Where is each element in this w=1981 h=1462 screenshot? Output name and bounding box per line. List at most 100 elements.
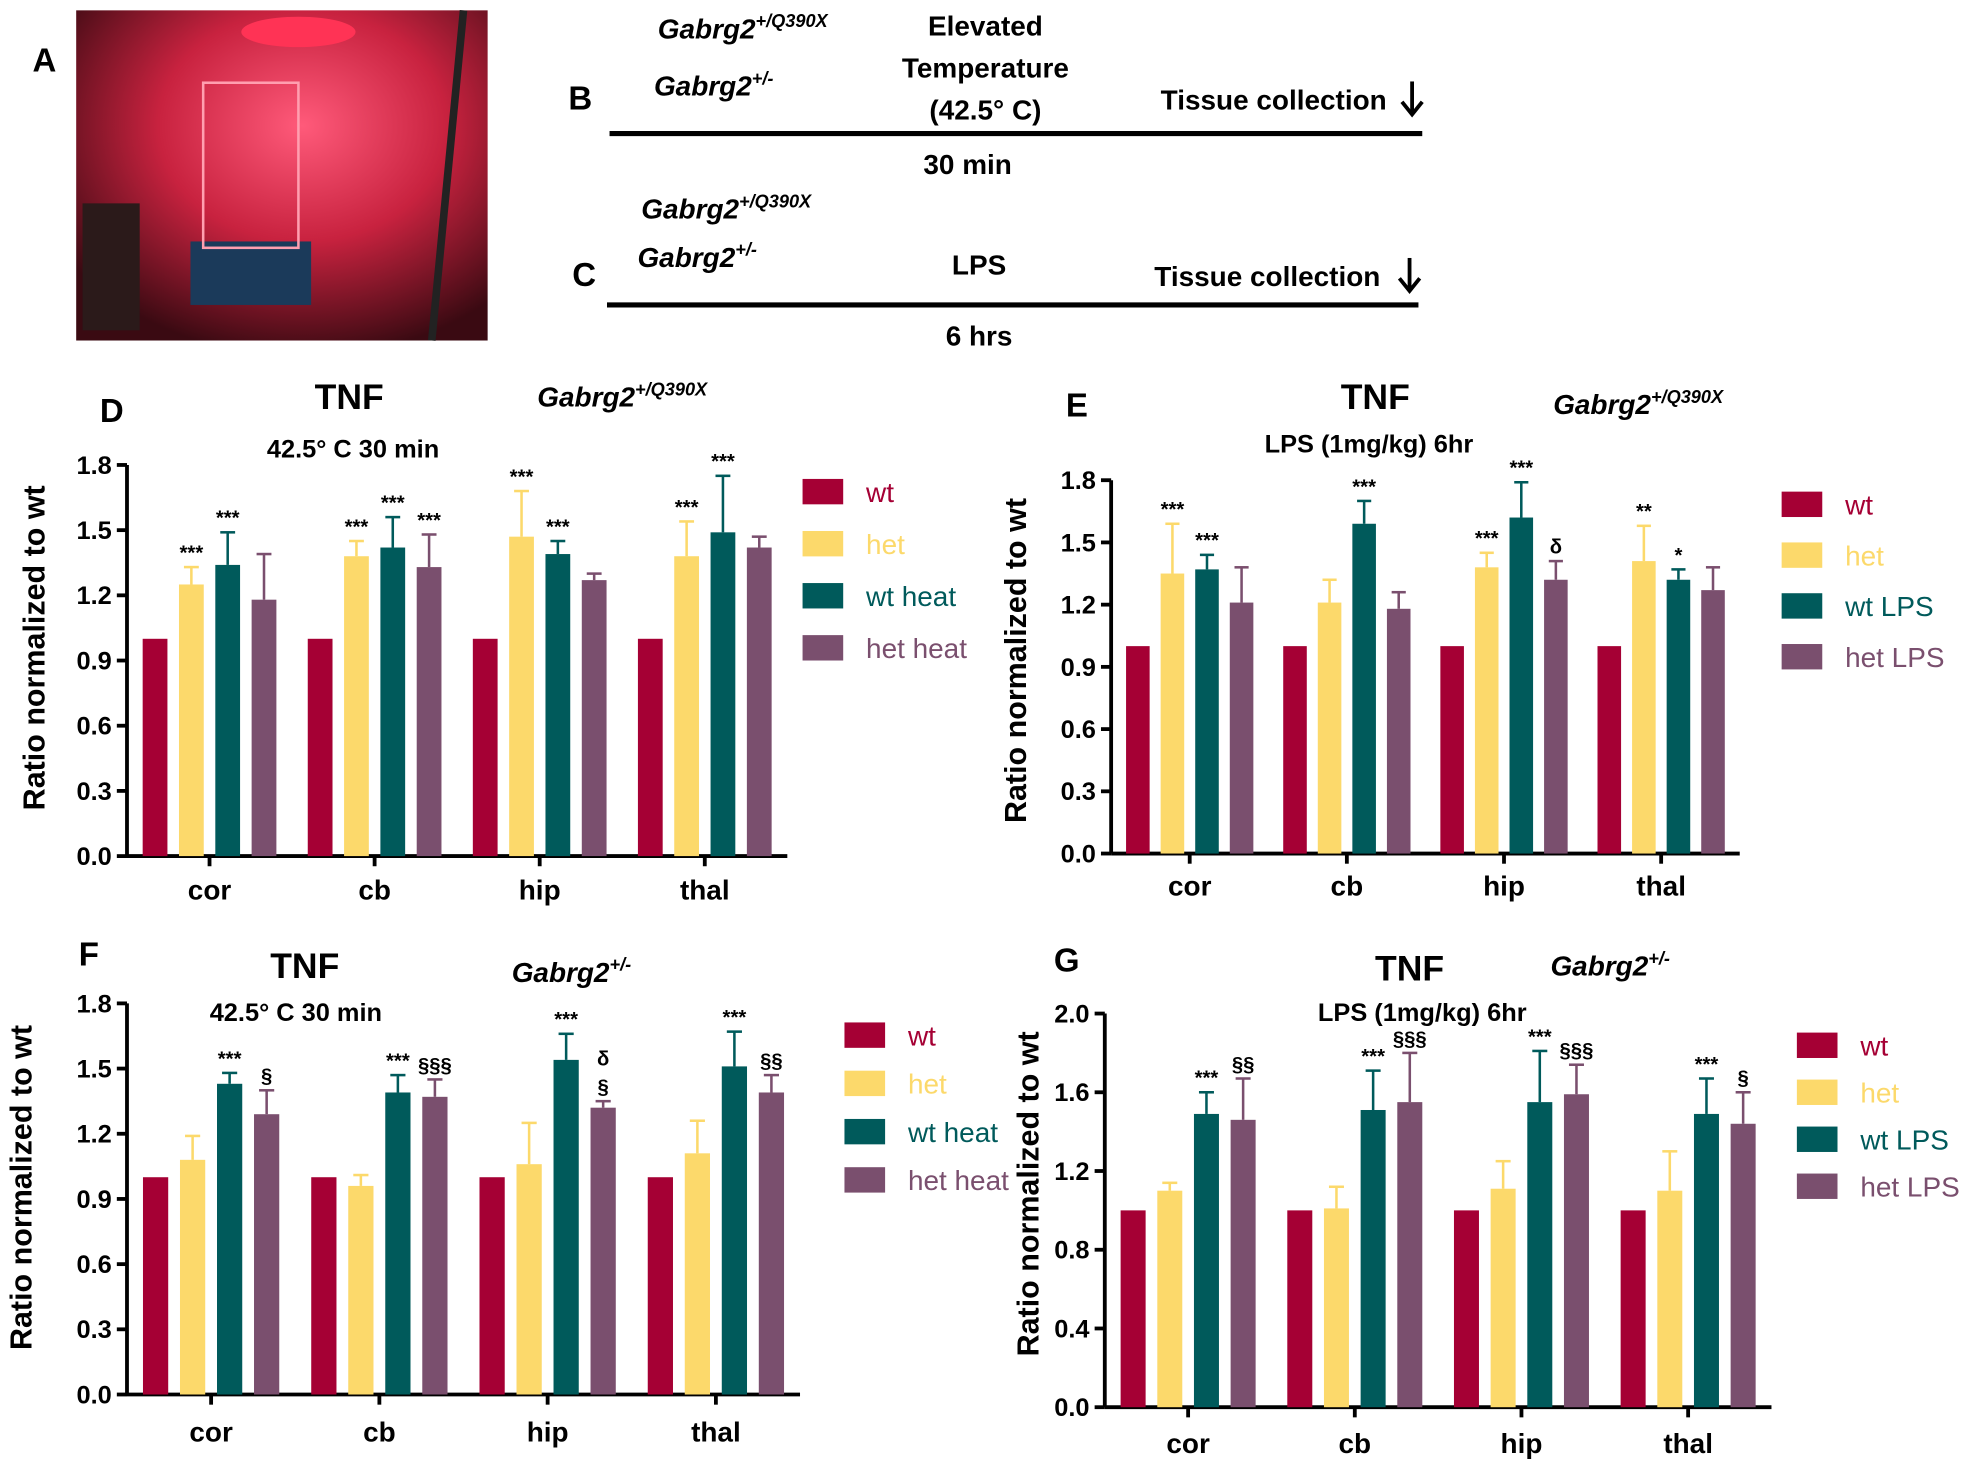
y-tick-label: 0.6: [76, 1251, 111, 1279]
legend-swatch: [1781, 593, 1823, 619]
y-tick-label: 0.3: [76, 1316, 111, 1344]
legend-label: het: [908, 1069, 947, 1100]
bar: [581, 580, 607, 857]
genotype-base: Gabrg2: [658, 13, 756, 44]
legend-label: het LPS: [1845, 642, 1944, 673]
arrow-head: [1397, 277, 1422, 295]
y-tick-label: 1.8: [76, 990, 111, 1018]
bar: [422, 1096, 448, 1395]
bar: [251, 599, 277, 857]
bar: [1386, 608, 1411, 854]
chart-title: TNF: [315, 377, 384, 417]
chart-title: TNF: [1341, 377, 1410, 417]
legend-swatch: [1796, 1173, 1838, 1199]
x-tick-label: thal: [1636, 870, 1686, 901]
bar: [479, 1177, 505, 1395]
significance: ***: [1195, 530, 1219, 552]
legend-label: wt LPS: [1844, 591, 1933, 622]
legend-swatch: [1796, 1079, 1838, 1105]
chart-title: TNF: [270, 946, 339, 986]
bar: [1229, 602, 1254, 854]
significance: §: [598, 1077, 609, 1099]
genotype-base: Gabrg2: [654, 70, 752, 101]
y-tick-label: 0.3: [76, 778, 111, 806]
y-axis-label: Ratio normalized to wt: [17, 485, 51, 810]
legend-label: wt heat: [865, 581, 956, 612]
genotype-sup: +/-: [1648, 948, 1670, 968]
legend-label: wt: [907, 1020, 936, 1051]
genotype-sup: +/Q390X: [756, 11, 829, 31]
panel-label: F: [79, 935, 99, 972]
y-tick-label: 0.3: [1061, 778, 1096, 806]
significance: ***: [675, 497, 699, 519]
legend-swatch: [1796, 1032, 1838, 1058]
legend-label: wt: [1859, 1030, 1888, 1061]
bar: [746, 547, 772, 857]
y-axis-label: Ratio normalized to wt: [999, 498, 1033, 823]
x-tick-label: cor: [189, 1416, 233, 1447]
genotype-base: Gabrg2: [1553, 389, 1651, 420]
bar: [1666, 579, 1691, 854]
x-tick-label: thal: [1663, 1428, 1713, 1459]
legend-label: wt: [865, 477, 894, 508]
photo: [76, 9, 488, 341]
bar: [416, 567, 442, 857]
bar: [1126, 646, 1150, 854]
y-tick-label: 1.6: [1054, 1079, 1089, 1107]
legend-swatch: [802, 583, 844, 609]
bar: [1527, 1102, 1553, 1408]
legend-label: het heat: [866, 633, 967, 664]
y-tick-label: 1.2: [1061, 592, 1096, 620]
significance: ***: [1475, 528, 1499, 550]
genotype: Gabrg2+/-: [1550, 948, 1669, 981]
significance: §§§: [1560, 1040, 1594, 1062]
bar: [1490, 1188, 1516, 1408]
x-tick-label: thal: [680, 874, 730, 905]
panel-label: C: [572, 256, 596, 293]
bar: [1193, 1113, 1219, 1408]
genotype-sup: +/-: [609, 955, 631, 975]
x-tick-label: cb: [358, 874, 391, 905]
genotype: Gabrg2+/-: [637, 240, 756, 273]
genotype-base: Gabrg2: [512, 957, 610, 988]
genotype: Gabrg2+/-: [512, 955, 631, 988]
bar: [142, 638, 168, 857]
legend-label: wt heat: [907, 1117, 998, 1148]
x-tick-label: cb: [363, 1416, 396, 1447]
x-tick-label: cor: [1166, 1428, 1210, 1459]
bar: [1283, 646, 1307, 854]
treatment: (42.5° C): [929, 95, 1041, 126]
bar: [674, 556, 700, 857]
bar: [1397, 1102, 1423, 1408]
endpoint: Tissue collection: [1154, 261, 1380, 292]
bar: [710, 532, 736, 857]
bar: [472, 638, 498, 857]
bar: [217, 1083, 243, 1395]
y-tick-label: 2.0: [1054, 1000, 1089, 1028]
significance: ***: [381, 492, 405, 514]
significance: ***: [1695, 1054, 1719, 1076]
significance: ***: [345, 516, 369, 538]
legend-swatch: [802, 530, 844, 557]
y-tick-label: 0.9: [76, 1186, 111, 1214]
significance: ***: [417, 510, 441, 532]
x-tick-label: cb: [1331, 870, 1364, 901]
y-tick-label: 0.0: [76, 843, 111, 871]
bar: [647, 1177, 673, 1395]
y-tick-label: 1.5: [76, 1055, 111, 1083]
legend-swatch: [802, 635, 844, 661]
significance: ***: [180, 542, 204, 564]
bar: [1352, 523, 1376, 854]
y-tick-label: 0.0: [1054, 1394, 1089, 1422]
chart-subtitle: 42.5° C 30 min: [210, 999, 382, 1027]
y-tick-label: 1.5: [76, 517, 111, 545]
bar: [1440, 646, 1464, 854]
legend-swatch: [844, 1118, 886, 1145]
bar: [1287, 1210, 1313, 1408]
treatment: LPS: [952, 249, 1006, 280]
genotype-sup: +/-: [752, 68, 774, 88]
significance: §§§: [1393, 1028, 1427, 1050]
significance: §§§: [418, 1055, 452, 1077]
significance: ***: [723, 1007, 747, 1029]
